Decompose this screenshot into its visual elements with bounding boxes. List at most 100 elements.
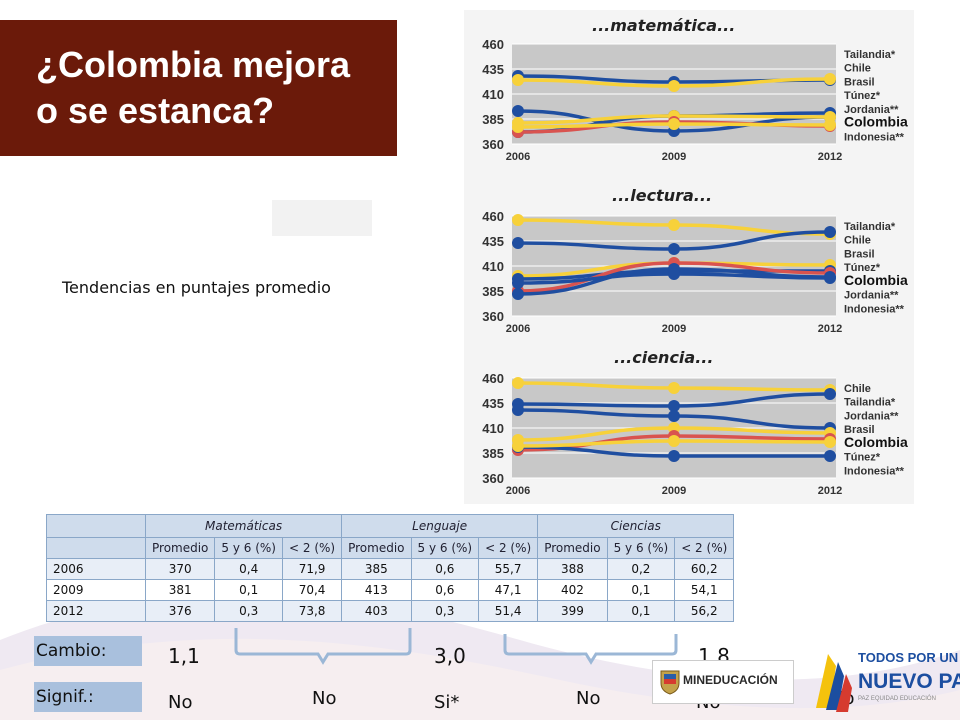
chart-panel-lectura: ...lectura... 460 435 410 385 360 2006 2009 201… [464,182,914,344]
table-cell: 0,6 [410,558,480,580]
x-tick-label: 2006 [506,151,530,163]
y-tick-label: 385 [482,112,504,127]
group-header: Matemáticas [144,514,343,538]
legend-entry: Indonesia** [844,131,905,143]
table-cell: 0,3 [214,600,283,622]
x-tick-label: 2012 [818,151,842,163]
significance-value: No [576,688,601,709]
brand-stripe-red [836,674,852,712]
data-point [824,73,836,85]
bracket-matematicas [234,628,412,665]
column-header: 5 y 6 (%) [410,537,480,559]
table-cell: 0,1 [606,600,676,622]
legend-entry: Colombia [844,114,908,130]
x-tick-label: 2012 [818,323,842,335]
y-tick-label: 385 [482,284,504,299]
data-point [512,440,524,452]
data-point [824,272,836,284]
data-point [512,277,524,289]
table-cell: 402 [537,579,608,601]
table-row: 2012 376 0,3 73,8 403 0,3 51,4 399 0,1 5… [46,600,735,622]
brand-line3: PAZ EQUIDAD EDUCACIÓN [858,695,936,702]
group-header: Lenguaje [341,514,539,538]
y-tick-label: 360 [482,309,504,324]
y-tick-label: 410 [482,421,504,436]
slide-subtitle: Tendencias en puntajes promedio [62,278,331,297]
significance-value: No [312,688,337,709]
legend-entry: Túnez* [844,262,881,274]
chart-title-ciencia: ...ciencia... [614,348,714,367]
significance-label: Signif.: [34,682,142,712]
table-cell: 55,7 [478,558,539,580]
x-tick-label: 2012 [818,485,842,497]
table-corner [46,514,146,538]
data-point [512,377,524,389]
legend-entry: Chile [844,383,871,395]
table-cell: 0,1 [606,579,676,601]
slide-title-line1: ¿Colombia mejora [36,44,351,85]
legend-entry: Tailandia* [844,221,896,233]
legend-entry: Túnez* [844,90,881,102]
data-point [824,119,836,131]
grouping-brackets [234,628,678,665]
table-cell: 54,1 [674,579,735,601]
data-point [668,410,680,422]
significance-value: Si* [434,692,460,713]
data-point [512,105,524,117]
data-point [668,243,680,255]
data-point [668,435,680,447]
table-cell: 56,2 [674,600,735,622]
table-cell: 403 [341,600,412,622]
data-point [668,118,680,130]
mineducacion-logo: MINEDUCACIÓN [652,660,794,704]
table-cell: 51,4 [478,600,539,622]
y-tick-label: 460 [482,37,504,52]
data-point [668,400,680,412]
data-point [824,388,836,400]
y-tick-label: 435 [482,62,504,77]
mineducacion-logo-text: MINEDUCACIÓN [683,673,778,687]
x-tick-label: 2006 [506,485,530,497]
title-box: ¿Colombia mejora o se estanca? [0,20,397,156]
y-tick-label: 360 [482,471,504,486]
x-tick-label: 2009 [662,485,686,497]
table-cell: 385 [341,558,412,580]
data-point [824,450,836,462]
data-point [668,382,680,394]
data-point [512,214,524,226]
group-header: Ciencias [537,514,735,538]
charts-panel: ...matemática... 460 435 410 385 360 2006 2009… [464,10,914,504]
column-header: 5 y 6 (%) [214,537,283,559]
table-cell: 388 [537,558,608,580]
y-tick-label: 410 [482,259,504,274]
table-cell: 381 [144,579,216,601]
legend-entry: Colombia [844,434,908,450]
chart-panel-matematica: ...matemática... 460 435 410 385 360 2006 2009… [464,10,914,172]
y-tick-label: 435 [482,234,504,249]
y-tick-label: 460 [482,209,504,224]
chart-title-lectura: ...lectura... [612,186,713,205]
legend-entry: Tailandia* [844,397,896,409]
change-value-matematicas: 1,1 [168,644,200,668]
data-point [512,237,524,249]
column-header: < 2 (%) [674,537,735,559]
table-cell: 71,9 [281,558,343,580]
chart-title-matematica: ...matemática... [592,16,736,35]
x-tick-label: 2009 [662,151,686,163]
y-tick-label: 410 [482,87,504,102]
legend-entry: Jordania** [844,410,899,422]
brand-line1: TODOS POR UN [858,650,958,665]
legend-entry: Chile [844,235,871,247]
column-header: Promedio [341,537,412,559]
table-row: 2006 370 0,4 71,9 385 0,6 55,7 388 0,2 6… [46,558,735,580]
table-cell: 0,6 [410,579,480,601]
legend-entry: Túnez* [844,452,881,464]
table-cell: 0,3 [410,600,480,622]
table-cell: 376 [144,600,216,622]
column-header: < 2 (%) [281,537,343,559]
table-cell: 370 [144,558,216,580]
data-point [668,80,680,92]
table-cell: 2009 [46,579,146,601]
